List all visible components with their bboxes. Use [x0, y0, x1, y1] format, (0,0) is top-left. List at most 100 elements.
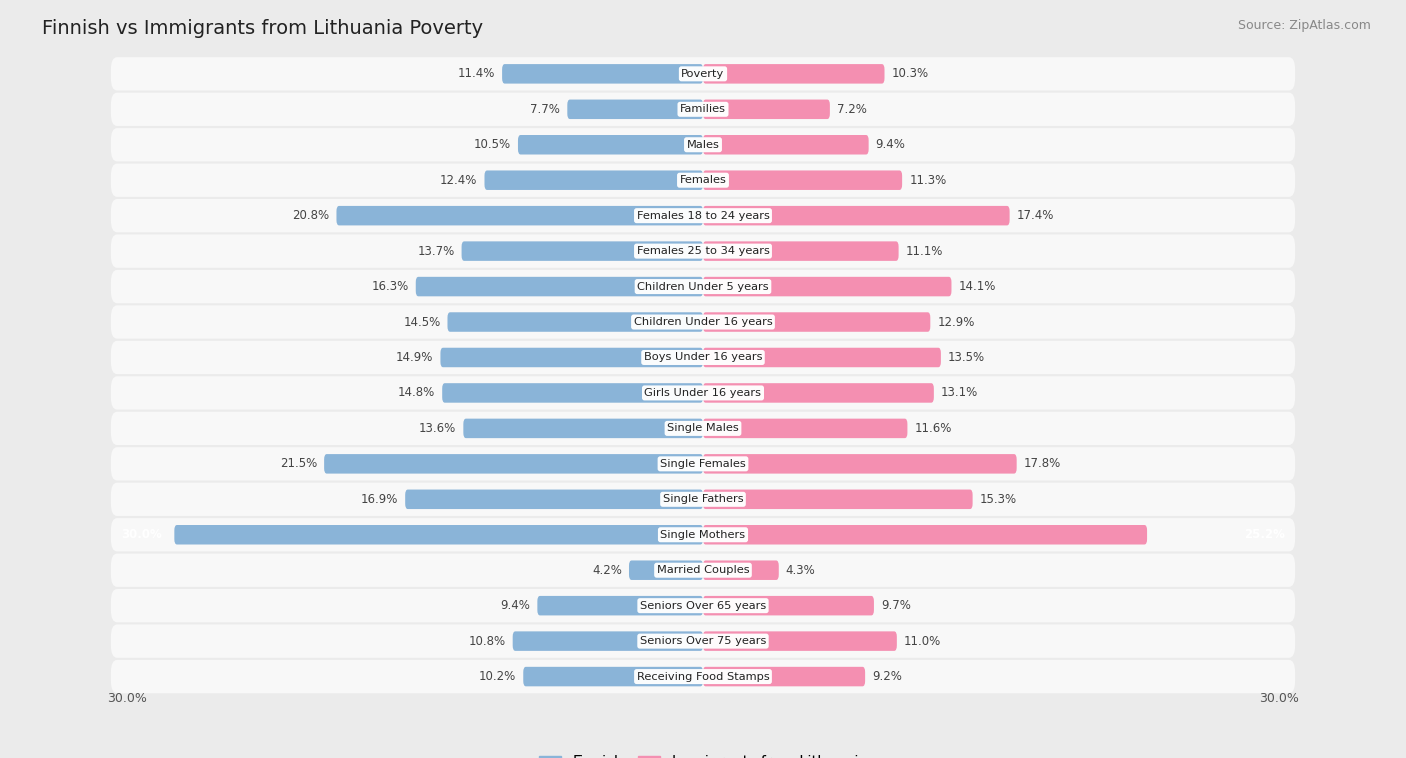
FancyBboxPatch shape — [703, 596, 875, 615]
Text: 11.3%: 11.3% — [910, 174, 946, 186]
Text: 9.4%: 9.4% — [876, 138, 905, 152]
Text: 9.7%: 9.7% — [882, 599, 911, 612]
FancyBboxPatch shape — [567, 99, 703, 119]
FancyBboxPatch shape — [703, 99, 830, 119]
FancyBboxPatch shape — [703, 384, 934, 402]
Text: 16.9%: 16.9% — [361, 493, 398, 506]
FancyBboxPatch shape — [703, 560, 779, 580]
Text: 7.2%: 7.2% — [837, 103, 868, 116]
FancyBboxPatch shape — [703, 525, 1147, 544]
Text: 13.6%: 13.6% — [419, 422, 457, 435]
FancyBboxPatch shape — [440, 348, 703, 367]
Text: 16.3%: 16.3% — [371, 280, 409, 293]
Text: 9.4%: 9.4% — [501, 599, 530, 612]
FancyBboxPatch shape — [703, 241, 898, 261]
Text: 4.3%: 4.3% — [786, 564, 815, 577]
FancyBboxPatch shape — [703, 348, 941, 367]
Text: Males: Males — [686, 139, 720, 150]
FancyBboxPatch shape — [111, 128, 1295, 161]
FancyBboxPatch shape — [174, 525, 703, 544]
FancyBboxPatch shape — [405, 490, 703, 509]
FancyBboxPatch shape — [703, 135, 869, 155]
Text: 13.7%: 13.7% — [418, 245, 454, 258]
FancyBboxPatch shape — [111, 270, 1295, 303]
Text: Receiving Food Stamps: Receiving Food Stamps — [637, 672, 769, 681]
FancyBboxPatch shape — [111, 625, 1295, 658]
Text: Source: ZipAtlas.com: Source: ZipAtlas.com — [1237, 19, 1371, 32]
FancyBboxPatch shape — [447, 312, 703, 332]
FancyBboxPatch shape — [461, 241, 703, 261]
FancyBboxPatch shape — [703, 312, 931, 332]
Text: 11.6%: 11.6% — [914, 422, 952, 435]
Text: 30.0%: 30.0% — [1258, 692, 1299, 705]
FancyBboxPatch shape — [523, 667, 703, 686]
FancyBboxPatch shape — [443, 384, 703, 402]
FancyBboxPatch shape — [111, 57, 1295, 90]
Text: 9.2%: 9.2% — [872, 670, 903, 683]
Text: Married Couples: Married Couples — [657, 565, 749, 575]
FancyBboxPatch shape — [111, 518, 1295, 551]
Text: Children Under 16 years: Children Under 16 years — [634, 317, 772, 327]
FancyBboxPatch shape — [111, 553, 1295, 587]
FancyBboxPatch shape — [111, 447, 1295, 481]
FancyBboxPatch shape — [325, 454, 703, 474]
Text: Females 25 to 34 years: Females 25 to 34 years — [637, 246, 769, 256]
FancyBboxPatch shape — [628, 560, 703, 580]
Text: 17.8%: 17.8% — [1024, 457, 1062, 471]
Text: Seniors Over 75 years: Seniors Over 75 years — [640, 636, 766, 646]
FancyBboxPatch shape — [703, 206, 1010, 225]
FancyBboxPatch shape — [703, 454, 1017, 474]
FancyBboxPatch shape — [416, 277, 703, 296]
FancyBboxPatch shape — [703, 631, 897, 651]
Text: 17.4%: 17.4% — [1017, 209, 1054, 222]
FancyBboxPatch shape — [111, 483, 1295, 516]
FancyBboxPatch shape — [111, 660, 1295, 694]
Text: 14.5%: 14.5% — [404, 315, 440, 328]
Text: 21.5%: 21.5% — [280, 457, 318, 471]
FancyBboxPatch shape — [464, 418, 703, 438]
Text: 10.3%: 10.3% — [891, 67, 929, 80]
Text: 10.5%: 10.5% — [474, 138, 510, 152]
FancyBboxPatch shape — [513, 631, 703, 651]
FancyBboxPatch shape — [517, 135, 703, 155]
FancyBboxPatch shape — [336, 206, 703, 225]
FancyBboxPatch shape — [111, 589, 1295, 622]
Text: Children Under 5 years: Children Under 5 years — [637, 281, 769, 292]
FancyBboxPatch shape — [111, 199, 1295, 233]
Text: Poverty: Poverty — [682, 69, 724, 79]
Text: 13.5%: 13.5% — [948, 351, 986, 364]
Legend: Finnish, Immigrants from Lithuania: Finnish, Immigrants from Lithuania — [538, 755, 868, 758]
Text: Families: Families — [681, 105, 725, 114]
Text: Single Males: Single Males — [666, 424, 740, 434]
Text: 14.1%: 14.1% — [959, 280, 995, 293]
Text: 10.8%: 10.8% — [468, 634, 506, 647]
FancyBboxPatch shape — [111, 412, 1295, 445]
FancyBboxPatch shape — [111, 234, 1295, 268]
FancyBboxPatch shape — [111, 92, 1295, 126]
FancyBboxPatch shape — [111, 341, 1295, 374]
FancyBboxPatch shape — [485, 171, 703, 190]
Text: 4.2%: 4.2% — [592, 564, 621, 577]
FancyBboxPatch shape — [703, 171, 903, 190]
Text: 7.7%: 7.7% — [530, 103, 560, 116]
FancyBboxPatch shape — [703, 418, 907, 438]
Text: 12.9%: 12.9% — [938, 315, 974, 328]
Text: 11.4%: 11.4% — [458, 67, 495, 80]
Text: 25.2%: 25.2% — [1244, 528, 1285, 541]
Text: 12.4%: 12.4% — [440, 174, 478, 186]
FancyBboxPatch shape — [703, 64, 884, 83]
Text: 20.8%: 20.8% — [292, 209, 329, 222]
Text: Single Fathers: Single Fathers — [662, 494, 744, 504]
Text: Seniors Over 65 years: Seniors Over 65 years — [640, 600, 766, 611]
Text: Boys Under 16 years: Boys Under 16 years — [644, 352, 762, 362]
FancyBboxPatch shape — [537, 596, 703, 615]
FancyBboxPatch shape — [703, 667, 865, 686]
Text: 10.2%: 10.2% — [479, 670, 516, 683]
Text: 11.0%: 11.0% — [904, 634, 941, 647]
Text: 14.8%: 14.8% — [398, 387, 434, 399]
FancyBboxPatch shape — [502, 64, 703, 83]
Text: 13.1%: 13.1% — [941, 387, 979, 399]
Text: Single Mothers: Single Mothers — [661, 530, 745, 540]
Text: 11.1%: 11.1% — [905, 245, 943, 258]
Text: 14.9%: 14.9% — [396, 351, 433, 364]
